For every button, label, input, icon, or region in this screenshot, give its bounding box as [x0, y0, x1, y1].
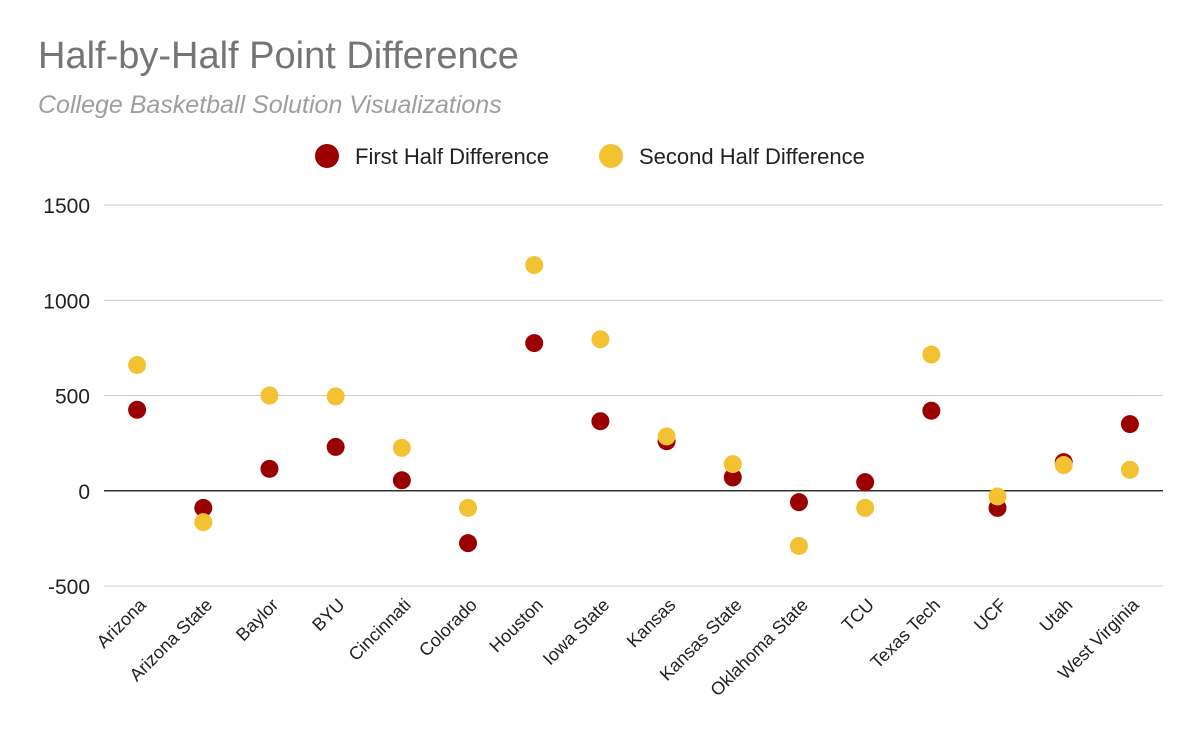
gridlines [104, 204, 1163, 587]
chart-title: Half-by-Half Point Difference [38, 35, 519, 77]
second-half-point [459, 498, 478, 517]
x-tick-label: Kansas [623, 595, 680, 652]
first-half-point [723, 468, 742, 487]
legend: First Half Difference Second Half Differ… [315, 144, 865, 169]
second-half-point [392, 438, 411, 457]
second-half-point [657, 427, 676, 446]
y-axis-ticks: 1500 1000 500 0 -500 [43, 195, 90, 599]
x-tick-label: BYU [308, 595, 348, 635]
first-half-point [326, 437, 345, 456]
second-half-point [260, 386, 279, 405]
x-tick-label: Arizona [93, 594, 151, 652]
first-half-point [1120, 415, 1139, 434]
second-half-point [988, 487, 1007, 506]
legend-label-first-half: First Half Difference [355, 144, 549, 169]
second-half-point [1120, 460, 1139, 479]
chart-subtitle: College Basketball Solution Visualizatio… [38, 91, 502, 119]
second-half-point [922, 345, 941, 364]
x-tick-label: Texas Tech [867, 595, 945, 673]
legend-label-second-half: Second Half Difference [639, 144, 865, 169]
y-tick-label: 500 [55, 386, 90, 409]
first-half-point [194, 498, 213, 517]
y-tick-label: 0 [78, 481, 90, 504]
y-tick-label: 1500 [43, 195, 90, 218]
second-half-point [789, 536, 808, 555]
x-tick-label: Utah [1036, 595, 1077, 636]
legend-marker-first-half [315, 144, 339, 168]
first-half-point [392, 471, 411, 490]
x-tick-label: Cincinnati [345, 595, 415, 665]
second-half-point [326, 387, 345, 406]
first-half-point [922, 401, 941, 420]
x-tick-label: Iowa State [539, 595, 613, 669]
first-half-point [525, 334, 544, 353]
second-half-point [525, 256, 544, 275]
second-half-point [591, 330, 610, 349]
first-half-point [789, 493, 808, 512]
series-first-half [128, 334, 1139, 553]
first-half-point [128, 400, 147, 419]
x-tick-label: Houston [485, 595, 547, 657]
second-half-point [1054, 456, 1073, 475]
x-tick-label: Colorado [415, 595, 481, 661]
first-half-point [260, 459, 279, 478]
second-half-point [723, 455, 742, 474]
first-half-point [591, 412, 610, 431]
first-half-point [459, 534, 478, 553]
x-tick-label: UCF [970, 595, 1010, 635]
y-tick-label: 1000 [43, 290, 90, 313]
legend-marker-second-half [599, 144, 623, 168]
y-tick-label: -500 [48, 576, 90, 599]
x-tick-label: TCU [838, 595, 878, 635]
data-points [128, 256, 1139, 555]
series-second-half [128, 256, 1139, 555]
first-half-point [856, 473, 875, 492]
second-half-point [128, 356, 147, 375]
x-tick-label: Baylor [232, 595, 282, 645]
second-half-point [856, 498, 875, 517]
second-half-point [194, 513, 213, 532]
